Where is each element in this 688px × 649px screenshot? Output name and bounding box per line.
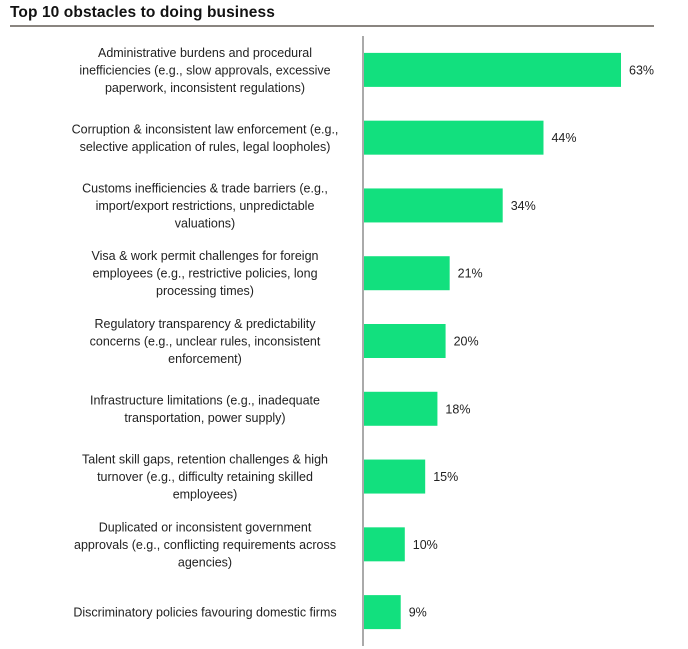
bar-9 <box>364 595 401 630</box>
bar-value-label-2: 44% <box>551 131 576 145</box>
bar-6 <box>364 391 438 426</box>
category-label-line: import/export restrictions, unpredictabl… <box>96 199 315 213</box>
bar-value-label-6: 18% <box>445 402 470 416</box>
bar-value-label-9: 9% <box>409 606 427 620</box>
category-label-line: enforcement) <box>168 352 242 366</box>
bar-value-label-8: 10% <box>413 538 438 552</box>
category-label-line: agencies) <box>178 555 232 569</box>
category-label-line: Discriminatory policies favouring domest… <box>73 606 336 620</box>
bar-5 <box>364 324 446 358</box>
category-label-line: Administrative burdens and procedural <box>98 46 312 60</box>
bar-4 <box>364 256 450 291</box>
bar-value-label-3: 34% <box>511 199 536 213</box>
category-label-line: Customs inefficiencies & trade barriers … <box>82 181 328 195</box>
category-label-line: inefficiencies (e.g., slow approvals, ex… <box>79 63 330 77</box>
category-label-line: Talent skill gaps, retention challenges … <box>82 453 328 467</box>
bar-value-label-7: 15% <box>433 470 458 484</box>
category-label-line: transportation, power supply) <box>124 411 285 425</box>
category-label-2: Corruption & inconsistent law enforcemen… <box>72 122 339 154</box>
category-label-line: approvals (e.g., conflicting requirement… <box>74 538 336 552</box>
category-label-line: Infrastructure limitations (e.g., inadeq… <box>90 394 320 408</box>
category-label-3: Customs inefficiencies & trade barriers … <box>82 181 328 230</box>
category-label-line: Visa & work permit challenges for foreig… <box>92 249 319 263</box>
bar-8 <box>364 527 405 562</box>
category-label-line: Regulatory transparency & predictability <box>95 317 317 331</box>
category-label-line: processing times) <box>156 284 254 298</box>
category-label-8: Duplicated or inconsistent government app… <box>74 520 336 569</box>
category-label-line: selective application of rules, legal lo… <box>80 140 331 154</box>
title-divider <box>10 25 654 27</box>
bar-3 <box>364 188 503 223</box>
category-label-4: Visa & work permit challenges for foreig… <box>92 249 319 298</box>
category-label-7: Talent skill gaps, retention challenges … <box>82 453 328 502</box>
bar-2 <box>364 120 544 155</box>
category-label-line: valuations) <box>175 216 235 230</box>
category-label-9: Discriminatory policies favouring domest… <box>73 606 336 620</box>
category-label-1: Administrative burdens and procedural ine… <box>79 46 330 95</box>
category-label-line: turnover (e.g., difficulty retaining ski… <box>97 470 313 484</box>
category-label-line: paperwork, inconsistent regulations) <box>105 81 305 95</box>
bar-value-label-4: 21% <box>458 267 483 281</box>
chart-title: Top 10 obstacles to doing business <box>10 4 275 21</box>
bar-1 <box>364 52 621 87</box>
category-label-line: employees (e.g., restrictive policies, l… <box>92 267 317 281</box>
category-label-line: Duplicated or inconsistent government <box>99 520 312 534</box>
bar-value-label-1: 63% <box>629 63 654 77</box>
category-label-line: employees) <box>173 488 238 502</box>
bar-7 <box>364 459 426 494</box>
category-label-5: Regulatory transparency & predictability… <box>90 317 321 366</box>
category-label-line: concerns (e.g., unclear rules, inconsist… <box>90 335 321 349</box>
bar-value-label-5: 20% <box>454 335 479 349</box>
category-label-6: Infrastructure limitations (e.g., inadeq… <box>90 394 320 426</box>
category-label-line: Corruption & inconsistent law enforcemen… <box>72 122 339 136</box>
